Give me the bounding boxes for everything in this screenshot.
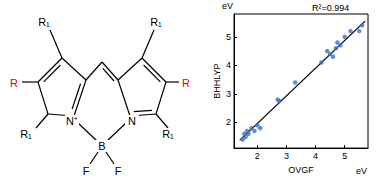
svg-text:5: 5	[342, 151, 347, 161]
svg-text:2: 2	[226, 117, 231, 127]
svg-text:R₁: R₁	[162, 128, 174, 140]
svg-text:4: 4	[226, 60, 231, 70]
svg-text:5: 5	[226, 32, 231, 42]
svg-text:BHHLYP: BHHLYP	[212, 63, 222, 98]
svg-text:R₁: R₁	[38, 16, 50, 28]
svg-text:R²=0.994: R²=0.994	[312, 3, 349, 13]
svg-text:B: B	[98, 140, 105, 152]
svg-text:R₁: R₁	[20, 128, 32, 140]
svg-text:OVGF: OVGF	[288, 165, 314, 175]
svg-text:eV: eV	[222, 1, 233, 11]
svg-text:eV: eV	[356, 166, 367, 176]
svg-text:R: R	[10, 77, 18, 89]
svg-text:N: N	[128, 115, 136, 127]
svg-text:3: 3	[284, 151, 289, 161]
svg-text:N⁺: N⁺	[66, 115, 78, 127]
svg-text:F: F	[115, 165, 122, 177]
svg-text:R: R	[182, 77, 190, 89]
svg-text:F: F	[83, 165, 90, 177]
svg-text:3: 3	[226, 89, 231, 99]
svg-text:4: 4	[313, 151, 318, 161]
svg-text:2: 2	[255, 151, 260, 161]
svg-text:R₁: R₁	[150, 16, 162, 28]
